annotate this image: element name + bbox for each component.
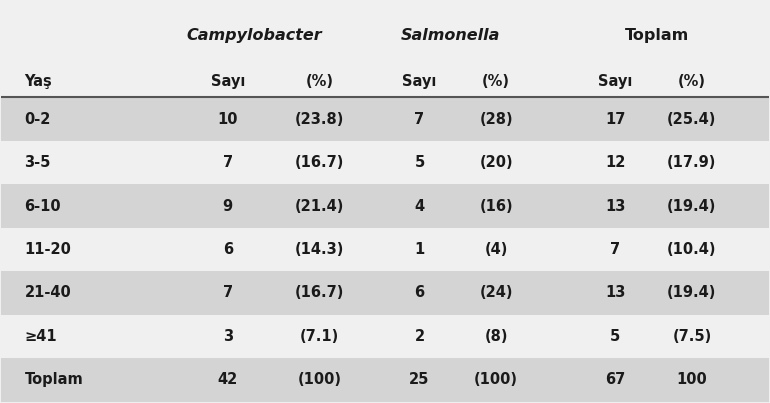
Text: (19.4): (19.4)	[667, 285, 717, 301]
Text: 100: 100	[677, 372, 708, 387]
Bar	[2, 184, 768, 228]
Text: (4): (4)	[484, 242, 508, 257]
Text: 3-5: 3-5	[25, 155, 51, 170]
Text: (%): (%)	[678, 74, 706, 89]
Text: 6-10: 6-10	[25, 199, 61, 214]
Text: (%): (%)	[306, 74, 333, 89]
Text: 1: 1	[414, 242, 424, 257]
Text: 21-40: 21-40	[25, 285, 71, 301]
Text: 6: 6	[223, 242, 233, 257]
Text: 25: 25	[410, 372, 430, 387]
Text: (7.5): (7.5)	[672, 329, 711, 344]
Text: 9: 9	[223, 199, 233, 214]
Text: (19.4): (19.4)	[667, 199, 717, 214]
Text: 0-2: 0-2	[25, 112, 51, 127]
Text: (24): (24)	[480, 285, 513, 301]
Text: 5: 5	[414, 155, 424, 170]
Text: Salmonella: Salmonella	[400, 28, 500, 43]
Text: (14.3): (14.3)	[295, 242, 344, 257]
Text: 13: 13	[605, 285, 625, 301]
Text: (8): (8)	[484, 329, 508, 344]
Text: (16): (16)	[480, 199, 513, 214]
Text: Sayı: Sayı	[598, 74, 632, 89]
Text: 2: 2	[414, 329, 424, 344]
Text: (100): (100)	[298, 372, 342, 387]
Text: Toplam: Toplam	[625, 28, 689, 43]
Text: (7.1): (7.1)	[300, 329, 340, 344]
Text: Yaş: Yaş	[25, 74, 52, 89]
Text: 42: 42	[218, 372, 238, 387]
Text: 3: 3	[223, 329, 233, 344]
Text: (21.4): (21.4)	[295, 199, 344, 214]
Text: 13: 13	[605, 199, 625, 214]
Text: (10.4): (10.4)	[667, 242, 717, 257]
Text: (16.7): (16.7)	[295, 155, 344, 170]
Bar	[2, 358, 768, 402]
Text: 17: 17	[605, 112, 625, 127]
Text: 7: 7	[610, 242, 620, 257]
Bar	[2, 228, 768, 271]
Text: Campylobacter: Campylobacter	[187, 28, 323, 43]
Bar	[2, 141, 768, 184]
Text: (%): (%)	[482, 74, 511, 89]
Text: (25.4): (25.4)	[667, 112, 717, 127]
Bar	[2, 315, 768, 358]
Text: (20): (20)	[480, 155, 513, 170]
Text: (28): (28)	[480, 112, 513, 127]
Text: 7: 7	[223, 155, 233, 170]
Text: Toplam: Toplam	[25, 372, 83, 387]
Text: 5: 5	[610, 329, 621, 344]
Bar	[2, 98, 768, 141]
Text: 7: 7	[223, 285, 233, 301]
Bar	[2, 271, 768, 315]
Text: Sayı: Sayı	[210, 74, 245, 89]
Text: 4: 4	[414, 199, 424, 214]
Text: (16.7): (16.7)	[295, 285, 344, 301]
Text: 6: 6	[414, 285, 424, 301]
Text: 10: 10	[217, 112, 238, 127]
Text: 7: 7	[414, 112, 424, 127]
Text: ≥41: ≥41	[25, 329, 57, 344]
Text: Sayı: Sayı	[403, 74, 437, 89]
Text: 67: 67	[605, 372, 625, 387]
Text: (23.8): (23.8)	[295, 112, 344, 127]
Text: 11-20: 11-20	[25, 242, 72, 257]
Text: (100): (100)	[474, 372, 518, 387]
Text: 12: 12	[605, 155, 625, 170]
Text: (17.9): (17.9)	[667, 155, 717, 170]
